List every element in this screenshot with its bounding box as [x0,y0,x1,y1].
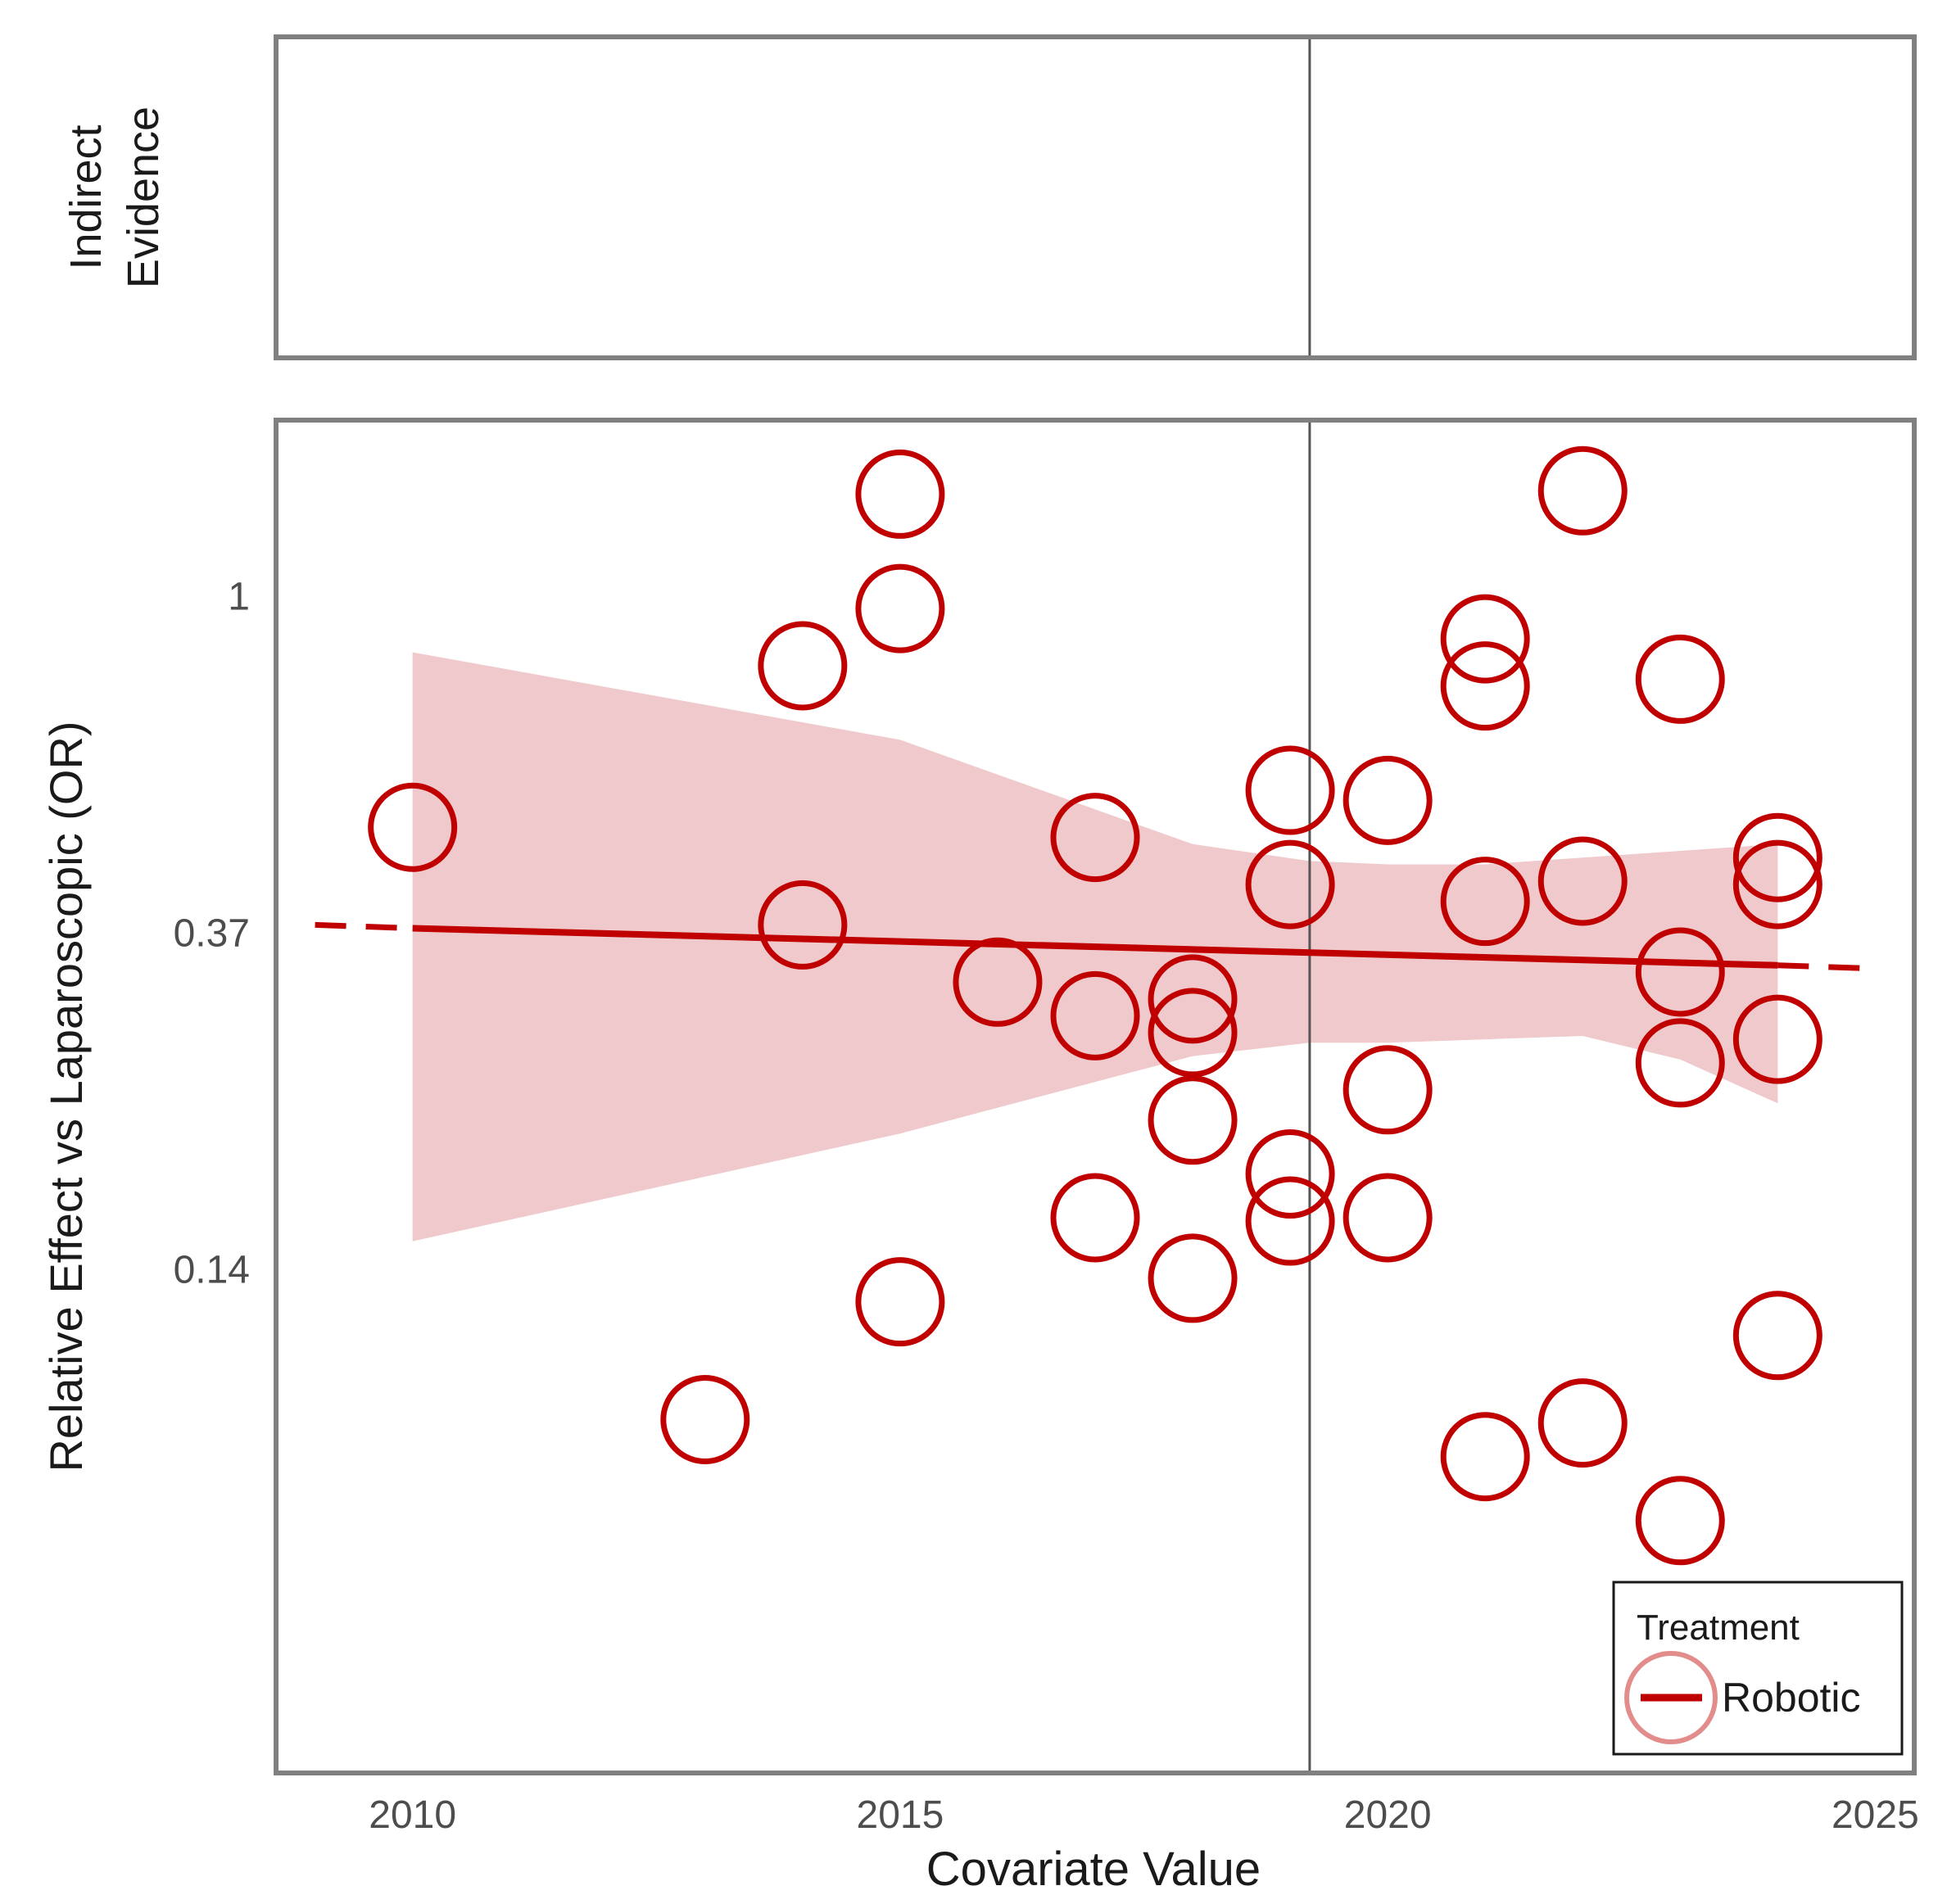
legend-entry-robotic: Robotic [1722,1675,1861,1721]
data-point-4 [758,880,848,970]
top-panel: Indirect Evidence [61,34,1917,360]
data-point-28 [1537,836,1628,926]
y-tick-label: 0.14 [174,1249,250,1292]
data-point-34 [1732,812,1822,902]
data-point-1 [368,782,458,872]
data-point-17 [1245,839,1335,929]
top-panel-label-line2: Evidence [119,106,168,288]
legend-point-icon [1624,1651,1718,1744]
data-point-3 [758,621,848,711]
y-tick-label: 1 [228,576,250,619]
regression-line [412,925,1778,969]
data-point-7 [855,1257,945,1347]
regression-extrapolation-right [1777,962,1876,972]
data-point-26 [1440,1412,1530,1502]
y-tick-label: 0.37 [174,912,250,956]
data-point-24 [1440,641,1530,731]
legend-title: Treatment [1637,1608,1800,1648]
legend: Treatment Robotic [1612,1581,1904,1756]
data-point-29 [1537,1378,1628,1468]
data-point-33 [1635,1476,1725,1566]
data-point-8 [953,937,1043,1027]
data-point-6 [855,563,945,654]
data-point-20 [1343,755,1433,845]
top-panel-label-line1: Indirect [61,124,111,269]
data-point-13 [1148,988,1238,1078]
data-point-10 [1050,970,1140,1061]
x-tick-label: 2010 [369,1793,456,1837]
regression-extrapolation-left [315,921,413,932]
data-point-16 [1245,745,1335,835]
data-point-12 [1148,954,1238,1044]
data-point-19 [1245,1176,1335,1266]
data-point-15 [1148,1233,1238,1323]
main-panel: Treatment Robotic [274,418,1917,1775]
x-tick-label: 2025 [1832,1793,1919,1837]
data-point-22 [1343,1173,1433,1263]
top-panel-label: Indirect Evidence [61,106,168,288]
data-point-31 [1635,927,1725,1017]
data-point-23 [1440,594,1530,684]
x-axis: 2010 2015 2020 2025 [369,1793,1918,1837]
data-point-32 [1635,1018,1725,1108]
data-point-2 [660,1375,750,1465]
data-point-14 [1148,1075,1238,1165]
data-point-36 [1732,994,1822,1084]
y-axis-label: Relative Effect vs Laparoscopic (OR) [40,721,92,1472]
data-point-21 [1343,1045,1433,1135]
legend-box [1612,1581,1904,1756]
data-point-9 [1050,793,1140,883]
data-point-11 [1050,1173,1140,1263]
data-point-35 [1732,839,1822,929]
y-axis: 1 0.37 0.14 [174,576,250,1292]
x-tick-label: 2020 [1344,1793,1432,1837]
data-points [368,445,1822,1566]
data-point-5 [855,449,945,539]
data-point-25 [1440,857,1530,947]
x-tick-label: 2015 [857,1793,944,1837]
data-point-27 [1537,445,1628,536]
data-point-30 [1635,634,1725,724]
data-point-18 [1245,1129,1335,1219]
data-point-37 [1732,1291,1822,1381]
top-panel-frame [274,34,1917,360]
x-axis-label: Covariate Value [926,1843,1261,1896]
